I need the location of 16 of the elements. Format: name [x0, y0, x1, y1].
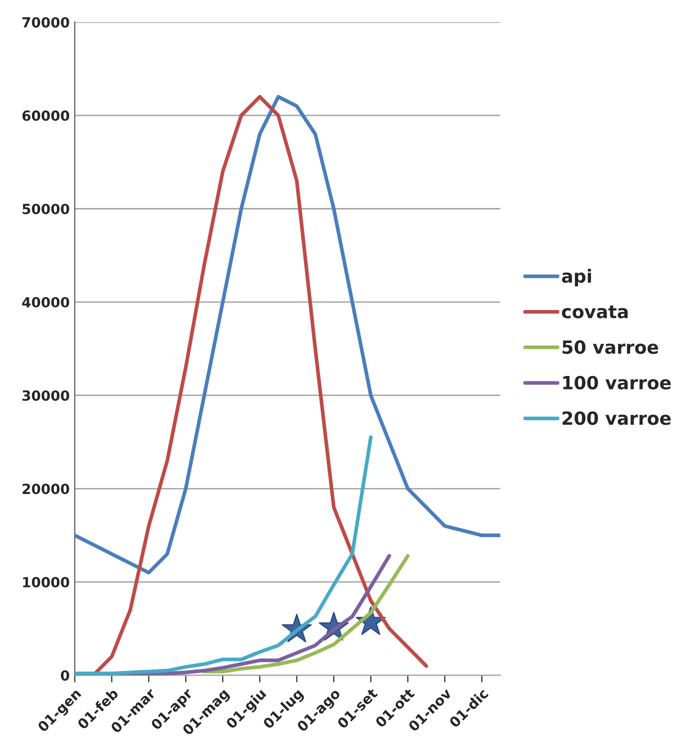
y-tick-label: 50000: [22, 204, 70, 214]
y-tick-label: 20000: [22, 484, 70, 494]
legend-label: covata: [562, 305, 628, 318]
y-tick-label: 60000: [22, 110, 70, 121]
legend-label: api: [562, 268, 591, 286]
legend-label: 100 varroe: [563, 376, 671, 390]
y-tick-label: 30000: [22, 390, 70, 401]
y-tick-label: 40000: [22, 297, 70, 308]
line-series: [74, 436, 373, 676]
y-tick-label: 0: [60, 670, 70, 681]
line-series: [74, 94, 500, 574]
legend-label: 50 varroe: [562, 340, 658, 354]
line-series: [202, 554, 410, 674]
y-tick-label: 10000: [23, 576, 70, 588]
y-tick-label: 70000: [22, 17, 70, 28]
legend-label: 200 varroe: [562, 411, 671, 426]
